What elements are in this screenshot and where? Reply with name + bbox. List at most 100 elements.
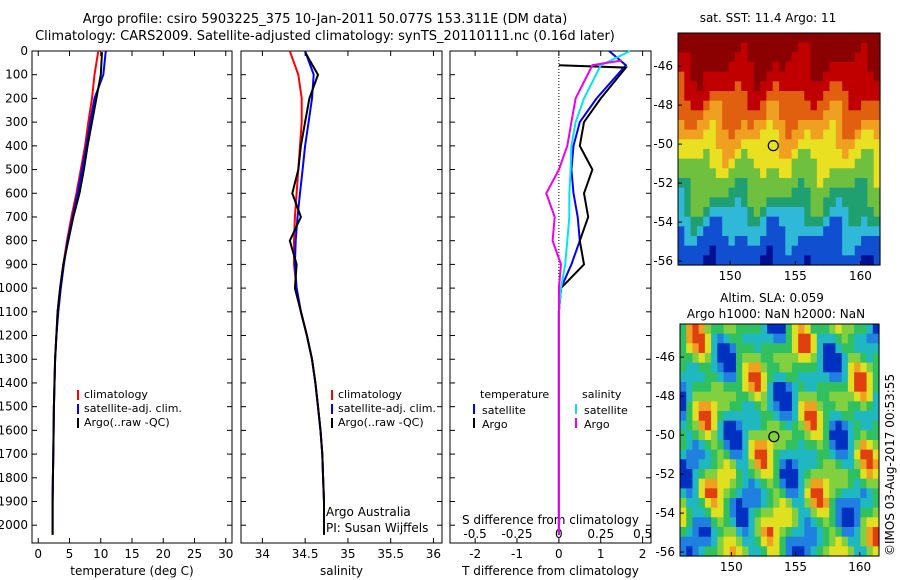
map-y-tick-label: -52 [653,176,673,190]
map-cell [791,382,799,393]
map-cell [741,197,749,208]
map-cell [723,362,731,373]
map-cell [779,517,787,528]
map-cell [854,236,862,247]
map-cell [823,100,831,111]
map-cell [741,33,749,44]
map-cell [785,324,793,335]
map-cell [829,391,837,402]
map-cell [866,536,874,547]
map-cell [772,255,780,266]
map-cell [722,187,730,198]
map-cell [867,120,875,131]
map-cell [680,353,687,364]
map-cell [841,343,849,354]
map-cell [816,420,824,431]
map-cell [873,62,881,73]
map-cell [742,478,750,489]
map-cell [760,469,768,480]
map-cell [690,52,698,63]
map-cell [773,527,781,538]
map-cell [841,430,849,441]
map-cell [715,110,723,121]
map-cell [748,459,756,470]
map-cell [703,207,711,218]
map-cell [722,245,730,256]
map-cell [767,391,774,402]
map-cell [703,226,711,237]
map-cell [835,158,843,169]
map-cell [722,110,730,121]
map-cell [804,391,812,402]
map-cell [861,236,868,247]
map-cell [847,333,855,344]
map-cell [747,42,755,53]
map-cell [848,168,856,179]
map-cell [785,197,793,208]
map-cell [873,100,881,111]
map-cell [798,362,805,373]
map-cell [684,255,692,266]
map-cell [686,372,694,383]
map-cell [785,430,793,441]
x-tick-label: 5 [66,547,74,561]
map-cell [735,391,743,402]
map-cell [747,33,755,44]
map-cell [747,168,755,179]
map-cell [823,362,830,373]
map-cell [767,430,774,441]
map-cell [872,527,880,538]
map-cell [760,255,767,266]
map-cell [872,430,880,441]
map-cell [680,459,687,470]
map-cell [785,91,793,102]
map-cell [704,498,712,509]
map-cell [692,498,700,509]
map-cell [816,430,824,441]
map-cell [741,245,749,256]
map-cell [797,81,805,92]
map-x-tick-label: 160 [849,269,872,283]
map-cell [680,391,687,402]
map-cell [734,216,742,227]
map-cell [734,33,742,44]
map-y-tick-label: -50 [655,428,675,442]
map-cell [847,449,855,460]
map-cell [678,236,685,247]
top-tick-label: 0.25 [587,527,614,541]
map-cell [678,71,685,82]
map-cell [866,507,874,518]
map-cell [754,536,762,547]
map-cell [816,440,824,451]
map-cell [785,517,793,528]
map-cell [703,197,711,208]
map-cell [779,110,786,121]
map-cell [692,362,700,373]
map-cell [684,178,692,189]
top-tick-label: 0.5 [633,527,652,541]
map-cell [709,42,717,53]
map-cell [734,149,742,160]
map-cell [686,382,694,393]
map-cell [872,343,880,354]
map-cell [696,245,704,256]
y-tick-label: 1600 [0,423,28,437]
map-cell [835,440,843,451]
map-cell [723,469,731,480]
map-cell [816,33,824,44]
map-cell [729,449,737,460]
map-cell [823,71,831,82]
map-cell [767,488,774,499]
map-cell [798,353,805,364]
map-cell [854,362,861,373]
map-cell [728,110,736,121]
map-cell [829,129,837,140]
map-cell [816,81,824,92]
map-cell [816,216,824,227]
map-cell [804,216,812,227]
map-cell [766,62,774,73]
map-cell [748,546,756,557]
map-cell [823,216,831,227]
map-cell [742,372,750,383]
map-cell [779,507,787,518]
